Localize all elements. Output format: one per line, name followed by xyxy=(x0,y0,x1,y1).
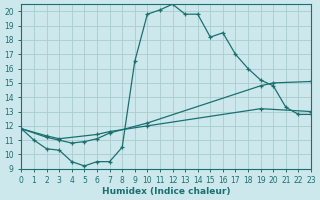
X-axis label: Humidex (Indice chaleur): Humidex (Indice chaleur) xyxy=(102,187,230,196)
